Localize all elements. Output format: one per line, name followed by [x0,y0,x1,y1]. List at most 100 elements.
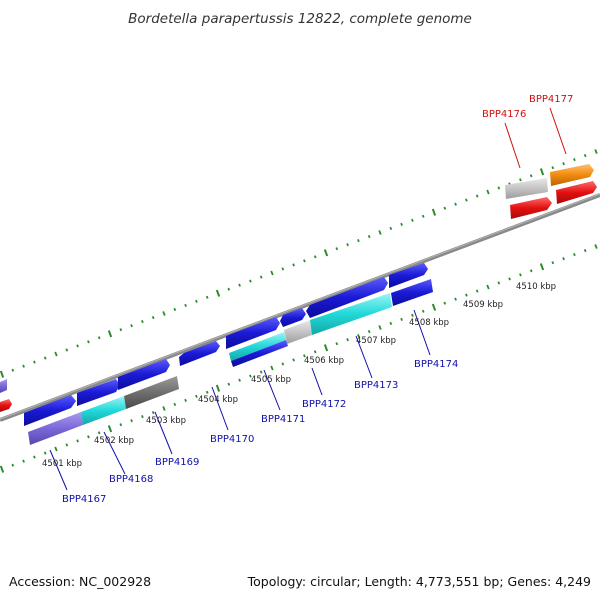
gene-lightgray-2[interactable] [505,178,548,199]
gene-blue-6[interactable] [280,308,306,327]
inner-tick [313,350,317,354]
gene-label-bpp4171[interactable]: BPP4171 [261,414,305,425]
outer-tick [539,168,545,176]
outer-tick [400,222,403,226]
inner-tick [249,374,252,378]
gene-blue-4[interactable] [179,341,220,366]
inner-tick [508,277,511,281]
outer-tick [443,206,447,210]
inner-tick [431,303,437,311]
outer-tick [43,356,47,360]
outer-tick [130,324,133,328]
inner-tick [486,284,490,290]
inner-tick [65,443,69,447]
outer-tick [259,275,263,279]
outer-tick [162,311,166,316]
kbp-label-4509: 4509 kbp [463,300,503,310]
inner-tick [573,253,576,257]
outer-tick [141,320,144,324]
gene-labels: BPP4167 BPP4168 BPP4169 BPP4170 BPP4171 … [62,94,573,505]
kbp-labels: 4501 kbp 4502 kbp 4503 kbp 4504 kbp 4505… [42,282,556,469]
gene-blue-9[interactable] [231,340,288,367]
outer-tick [281,267,285,271]
gene-orange[interactable] [550,164,594,186]
gene-blue-2[interactable] [77,379,120,406]
inner-tick [594,244,598,249]
gene-leader-lines-red [504,107,567,169]
inner-tick [11,463,15,467]
inner-tick [411,313,414,317]
gene-label-bpp4172[interactable]: BPP4172 [302,399,346,410]
gene-label-bpp4170[interactable]: BPP4170 [210,434,254,445]
inner-tick [400,317,403,321]
outer-tick [76,344,79,348]
outer-tick [292,263,295,267]
gene-red-2[interactable] [556,181,597,204]
gene-leader-lines [49,309,431,491]
gene-label-bpp4177[interactable]: BPP4177 [529,94,573,105]
page-title: Bordetella parapertussis 12822, complete… [128,11,472,27]
inner-tick [465,293,468,297]
kbp-label-4506: 4506 kbp [304,356,344,366]
inner-tick [162,406,166,411]
outer-tick [497,186,501,190]
kbp-label-4501: 4501 kbp [42,459,82,469]
outer-tick [205,295,209,299]
inner-tick [173,402,177,407]
gene-blue-5[interactable] [226,317,280,349]
gene-blue-7[interactable] [306,277,388,318]
gene-label-bpp4173[interactable]: BPP4173 [354,380,398,391]
inner-tick [205,390,209,394]
inner-tick [97,431,101,435]
gene-label-bpp4167[interactable]: BPP4167 [62,494,106,505]
gene-blue-10[interactable] [391,279,433,306]
gene-fragment-purple[interactable] [0,379,7,393]
outer-tick [573,158,576,162]
outer-tick [357,239,360,243]
outer-tick-row [0,149,598,378]
inner-tick [583,248,587,253]
inner-tick [184,398,187,402]
accession-text: Accession: NC_002928 [9,574,151,589]
gene-red-1[interactable] [510,197,552,219]
gene-label-bpp4169[interactable]: BPP4169 [155,457,199,468]
outer-tick [238,283,241,287]
gene-blue-8[interactable] [389,263,428,288]
gene-lightgray[interactable] [284,320,312,344]
outer-tick [378,230,382,235]
outer-tick [346,243,349,247]
inner-tick [130,419,133,423]
inner-tick [292,358,295,362]
outer-tick [389,226,393,231]
outer-tick [465,198,468,202]
gene-blue-1[interactable] [24,395,76,426]
outer-tick [151,315,155,320]
gene-label-bpp4176[interactable]: BPP4176 [482,109,526,120]
inner-tick [76,439,79,443]
outer-tick [367,234,371,239]
kbp-label-4502: 4502 kbp [94,436,134,446]
gene-fragment-red[interactable] [0,399,12,412]
outer-tick [551,166,555,170]
inner-tick [22,459,25,463]
gene-cyan-3[interactable] [310,293,392,335]
gene-label-bpp4174[interactable]: BPP4174 [414,359,458,370]
inner-tick [238,378,241,382]
gene-label-bpp4168[interactable]: BPP4168 [109,474,153,485]
inner-tick [378,325,382,330]
inner-tick [443,301,447,305]
inner-tick [551,261,555,265]
gene-blue-3[interactable] [118,359,170,390]
outer-tick [562,162,565,166]
outer-tick [431,208,437,216]
inner-tick [519,273,522,277]
gene-purple[interactable] [28,412,83,445]
inner-tick [54,446,58,452]
outer-tick [335,247,339,251]
outer-tick [249,279,252,283]
gene-gray[interactable] [124,376,179,409]
outer-tick [215,289,221,297]
gene-cyan-1[interactable] [81,396,126,425]
outer-tick [33,360,36,364]
gene-cyan-2[interactable] [229,332,286,361]
